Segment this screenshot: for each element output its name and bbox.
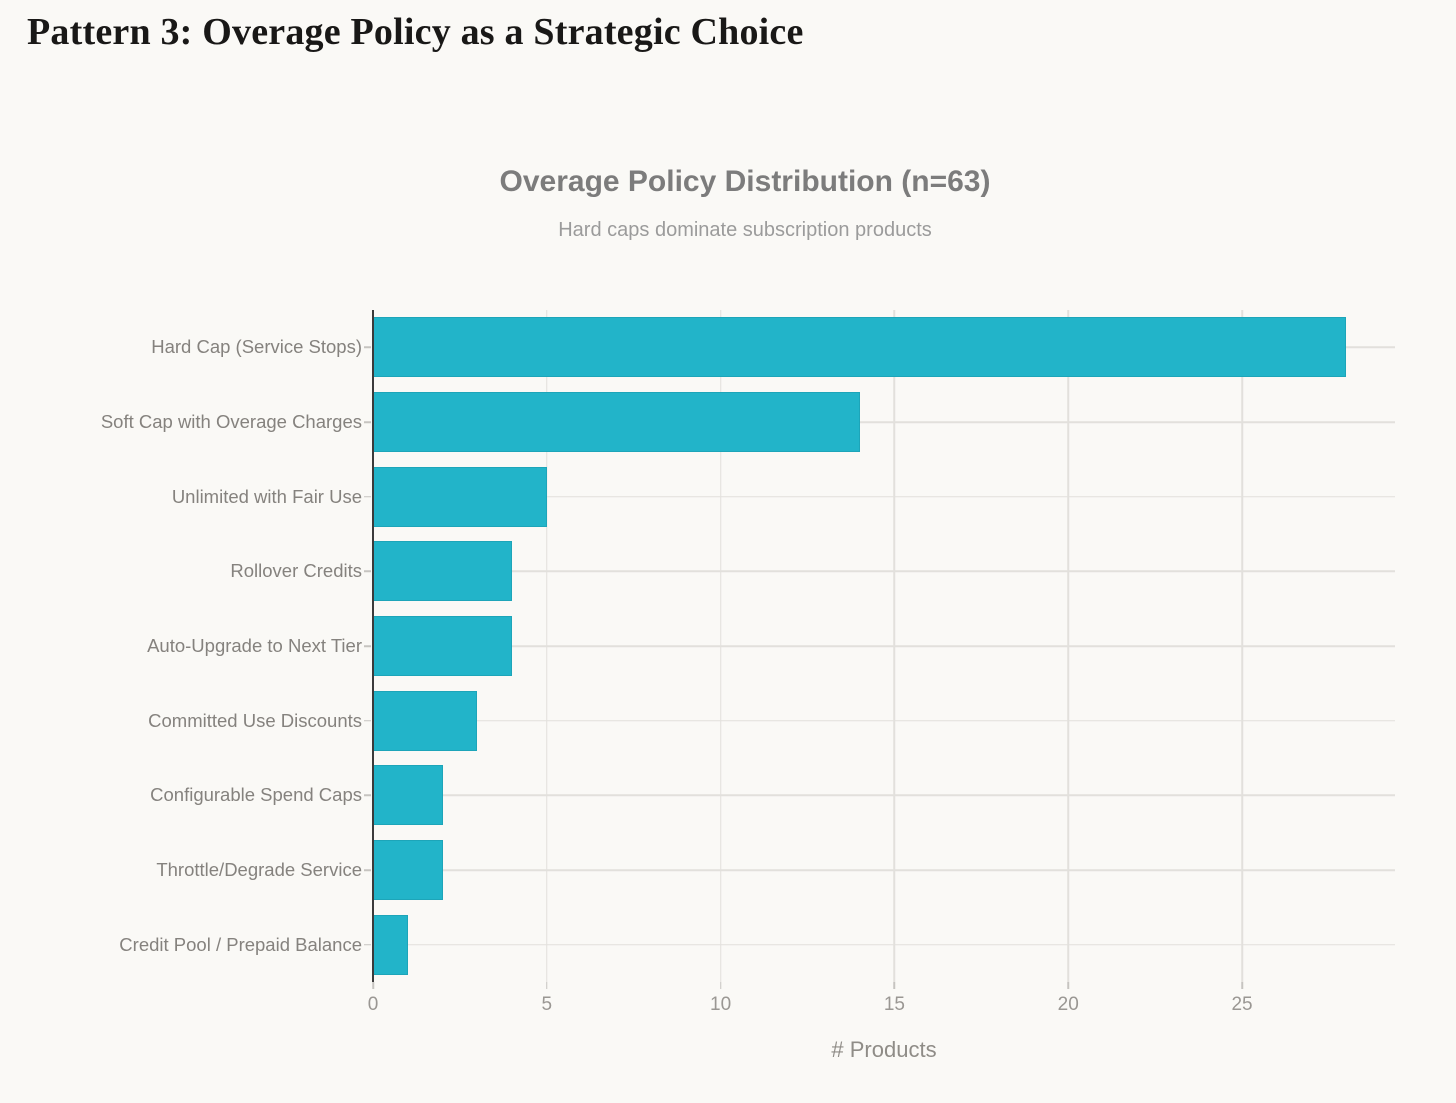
category-label: Soft Cap with Overage Charges [100, 411, 362, 432]
bar [373, 392, 860, 452]
bar [373, 690, 478, 751]
bar [373, 541, 513, 602]
y-axis-line [372, 310, 374, 982]
x-tick-mark [893, 982, 896, 989]
y-tick-mark [364, 495, 371, 498]
y-tick-mark [364, 645, 371, 647]
h-gridline [373, 943, 1395, 946]
category-label: Rollover Credits [230, 560, 362, 582]
h-gridline [373, 421, 1395, 423]
h-gridline [373, 719, 1395, 722]
bar [373, 840, 443, 900]
x-tick-label: 20 [1057, 994, 1079, 1015]
x-tick-mark [1241, 982, 1243, 989]
page-title: Pattern 3: Overage Policy as a Strategic… [27, 11, 804, 53]
category-label: Credit Pool / Prepaid Balance [119, 933, 362, 955]
v-gridline [1067, 310, 1069, 982]
bar [373, 616, 513, 676]
v-gridline [1241, 310, 1243, 982]
x-tick-mark [719, 982, 722, 989]
h-gridline [373, 794, 1395, 797]
x-tick-label: 5 [541, 994, 553, 1015]
h-gridline [373, 645, 1395, 647]
category-label: Committed Use Discounts [148, 709, 362, 731]
x-tick-label: 25 [1231, 994, 1253, 1015]
category-label: Configurable Spend Caps [150, 784, 362, 806]
h-gridline [373, 570, 1395, 573]
v-gridline [546, 310, 548, 982]
x-tick-mark [546, 982, 548, 989]
x-tick-label: 0 [367, 994, 379, 1015]
category-label: Throttle/Degrade Service [156, 859, 362, 880]
category-label: Unlimited with Fair Use [171, 485, 362, 507]
chart-subtitle: Hard caps dominate subscription products [558, 219, 932, 241]
y-tick-mark [364, 794, 371, 797]
h-gridline [373, 869, 1395, 871]
x-tick-mark [372, 982, 374, 989]
plot-area [364, 310, 1395, 989]
category-label: Hard Cap (Service Stops) [151, 336, 362, 358]
category-label: Auto-Upgrade to Next Tier [147, 635, 362, 656]
y-tick-mark [364, 869, 371, 871]
h-gridline [373, 495, 1395, 498]
y-tick-mark [364, 570, 371, 573]
y-tick-mark [364, 719, 371, 722]
x-tick-label: 10 [710, 994, 732, 1015]
x-tick-mark [1067, 982, 1069, 989]
bar [373, 466, 547, 527]
bar [373, 914, 408, 975]
x-axis-title: # Products [831, 1037, 937, 1062]
v-gridline [719, 310, 722, 982]
y-tick-mark [364, 943, 371, 946]
bar [373, 317, 1347, 378]
x-tick-label: 15 [883, 994, 905, 1015]
bar [373, 765, 443, 826]
y-tick-mark [364, 346, 371, 349]
y-tick-mark [364, 421, 371, 423]
v-gridline [893, 310, 896, 982]
chart-title: Overage Policy Distribution (n=63) [499, 165, 991, 198]
